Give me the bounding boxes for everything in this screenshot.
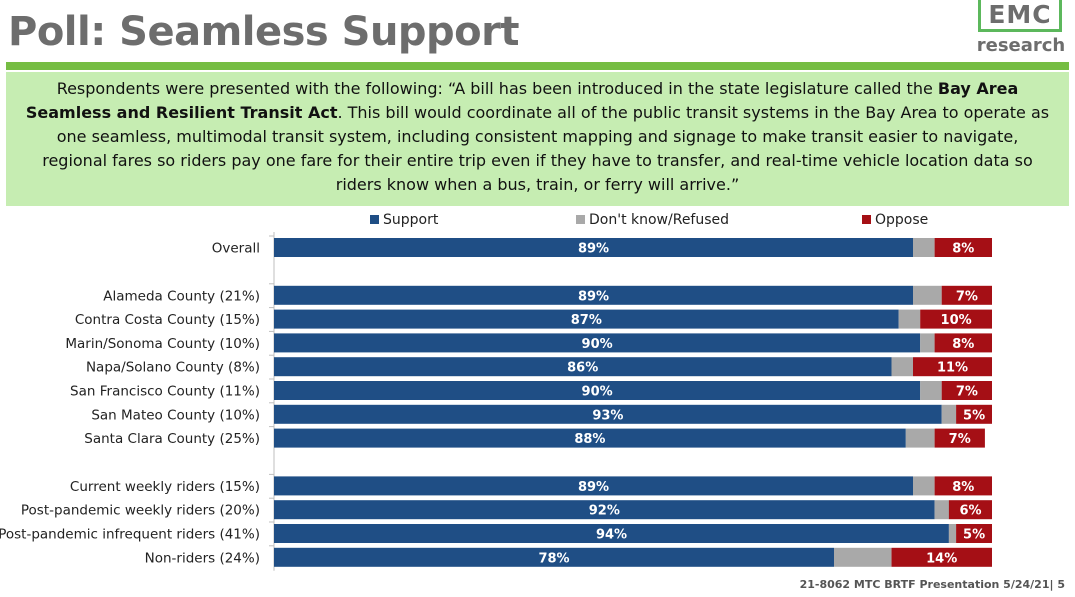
data-label-support: 92% (589, 504, 620, 519)
data-label-support: 90% (582, 337, 613, 352)
bar-segment-dontknow (913, 238, 935, 257)
data-label-support: 89% (578, 242, 609, 257)
data-label-support: 87% (571, 313, 602, 328)
stacked-bar-chart: Overall 89% 8% Alameda County (21%) 89% 7% Con… (0, 232, 992, 571)
category-label: Marin/Sonoma County (10%) (65, 336, 260, 352)
bar-segment-dontknow (898, 309, 921, 329)
category-label: San Mateo County (10%) (91, 407, 260, 423)
legend-swatch-support (370, 215, 379, 224)
bar-segment-oppose (891, 547, 992, 567)
bar-segment-support (274, 500, 935, 520)
bar-segment-support (274, 404, 942, 424)
data-label-oppose: 7% (956, 385, 978, 400)
data-label-oppose: 7% (949, 432, 971, 447)
bar-segment-support (274, 524, 949, 543)
question-description: Respondents were presented with the foll… (6, 72, 1069, 206)
bar-segment-support (274, 309, 899, 329)
data-label-oppose: 5% (963, 408, 985, 423)
data-label-support: 90% (582, 385, 613, 400)
bar-segment-dontknow (834, 547, 892, 567)
bar-segment-dontknow (905, 428, 935, 448)
category-label: Non-riders (24%) (145, 550, 260, 566)
bar-segment-oppose (956, 524, 992, 543)
bar-segment-oppose (934, 238, 992, 257)
data-label-oppose: 8% (952, 242, 974, 257)
bar-segment-support (274, 238, 913, 257)
data-label-oppose: 8% (952, 337, 974, 352)
data-label-oppose: 5% (963, 528, 985, 543)
bar-segment-dontknow (891, 357, 913, 377)
legend-item-oppose: Oppose (862, 211, 928, 229)
legend-swatch-dontknow (576, 215, 585, 224)
bar-segment-dontknow (913, 285, 942, 305)
logo-top-text: EMC (978, 0, 1062, 32)
bar-segment-dontknow (913, 476, 935, 496)
legend-item-support: Support (370, 211, 438, 229)
data-label-oppose: 7% (956, 289, 978, 304)
category-label: Post-pandemic infrequent riders (41%) (0, 527, 260, 543)
legend-label-support: Support (383, 212, 439, 228)
category-label: Post-pandemic weekly riders (20%) (21, 503, 260, 519)
data-label-oppose: 11% (937, 361, 968, 376)
emc-research-logo: EMC research (974, 0, 1070, 62)
description-bill-name: Bay Area Seamless and Resilient Transit … (25, 79, 1019, 122)
bar-segment-dontknow (920, 381, 942, 400)
bar-segment-oppose (948, 500, 992, 520)
category-label: Santa Clara County (25%) (84, 431, 260, 447)
bar-segment-support (274, 357, 892, 377)
description-body: . This bill would coordinate all of the … (42, 103, 1050, 194)
data-label-support: 89% (578, 289, 609, 304)
data-label-oppose: 10% (941, 313, 972, 328)
category-label: Contra Costa County (15%) (75, 312, 260, 328)
data-label-oppose: 8% (952, 480, 974, 495)
bar-segment-oppose (920, 309, 992, 329)
data-label-support: 89% (578, 480, 609, 495)
legend-item-dontknow: Don't know/Refused (576, 211, 729, 229)
bar-segment-oppose (934, 476, 992, 496)
bar-segment-oppose (941, 381, 992, 400)
bar-segment-support (274, 547, 834, 567)
legend-swatch-oppose (862, 215, 871, 224)
data-label-support: 88% (574, 432, 605, 447)
chart-legend: Support Don't know/Refused Oppose (0, 211, 1075, 229)
category-label: Overall (212, 241, 260, 257)
data-label-oppose: 6% (959, 504, 981, 519)
bar-segment-dontknow (948, 524, 957, 543)
bar-segment-oppose (934, 333, 992, 353)
footer-slide-info: 21-8062 MTC BRTF Presentation 5/24/21| 5 (799, 578, 1065, 591)
category-label: San Francisco County (11%) (70, 384, 260, 400)
bar-segment-oppose (956, 404, 992, 424)
bar-segment-support (274, 381, 921, 400)
legend-label-oppose: Oppose (875, 212, 929, 228)
bar-segment-dontknow (941, 404, 957, 424)
category-label: Napa/Solano County (8%) (86, 360, 260, 376)
bar-segment-dontknow (920, 333, 935, 353)
data-label-support: 93% (592, 408, 623, 423)
category-label: Current weekly riders (15%) (70, 479, 260, 495)
bar-segment-dontknow (934, 500, 949, 520)
bar-segment-oppose (913, 357, 992, 377)
data-label-support: 86% (567, 361, 598, 376)
bar-segment-support (274, 333, 921, 353)
bar-segment-oppose (934, 428, 985, 448)
title-divider (6, 62, 1069, 70)
legend-label-dontknow: Don't know/Refused (589, 212, 730, 228)
bar-segment-support (274, 476, 913, 496)
description-intro: Respondents were presented with the foll… (56, 79, 938, 98)
bar-segment-support (274, 285, 913, 305)
bar-segment-oppose (941, 285, 992, 305)
data-label-support: 94% (596, 528, 627, 543)
data-label-oppose: 14% (926, 551, 957, 566)
category-label: Alameda County (21%) (103, 288, 260, 304)
logo-bottom-text: research (976, 35, 1066, 56)
bar-segment-support (274, 428, 906, 448)
data-label-support: 78% (538, 551, 569, 566)
page-title: Poll: Seamless Support (8, 9, 520, 55)
